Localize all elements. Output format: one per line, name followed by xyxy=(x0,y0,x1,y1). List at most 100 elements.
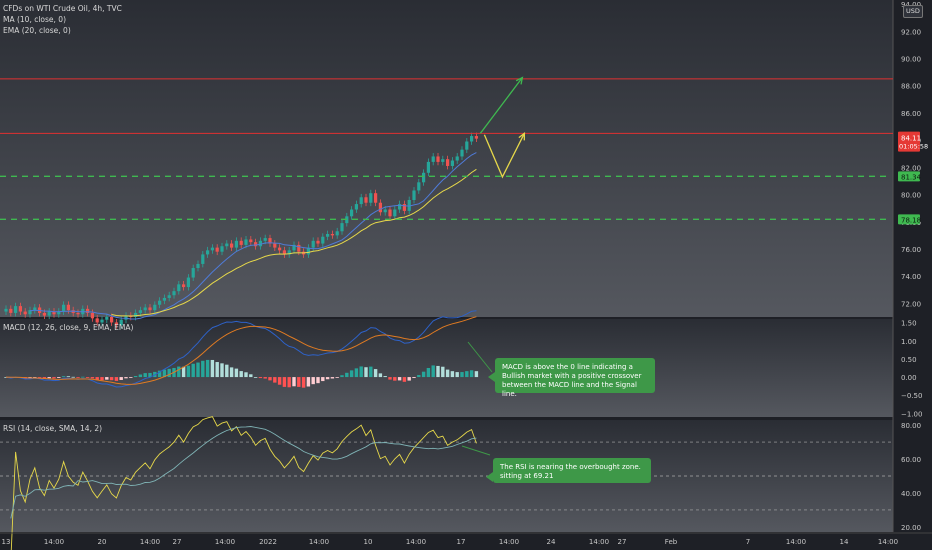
macd-histogram-bar xyxy=(287,377,291,388)
ema-legend: EMA (20, close, 0) xyxy=(3,26,71,35)
rsi-ma-line xyxy=(10,426,477,519)
candle xyxy=(119,319,123,326)
macd-histogram-bar xyxy=(100,377,104,381)
candle xyxy=(196,263,200,269)
candle xyxy=(95,318,99,323)
candle xyxy=(398,204,402,210)
candle xyxy=(230,243,234,248)
macd-histogram-bar xyxy=(460,372,464,378)
macd-histogram-bar xyxy=(364,367,368,378)
time-tick-label: 17 xyxy=(457,538,466,546)
macd-histogram-bar xyxy=(441,366,445,378)
ma-legend: MA (10, close, 0) xyxy=(3,15,67,24)
rsi-note: The RSI is nearing the overbought zone. … xyxy=(486,458,651,483)
macd-histogram-bar xyxy=(201,360,205,378)
macd-histogram-bar xyxy=(37,377,42,378)
candle xyxy=(383,209,387,213)
bullish-projection-arrow-head xyxy=(515,76,524,85)
macd-histogram-bar xyxy=(90,377,95,379)
macd-histogram-bar xyxy=(407,377,411,381)
macd-histogram-bar xyxy=(191,363,195,378)
macd-histogram-bar xyxy=(143,373,147,378)
time-tick-label: 14:00 xyxy=(406,538,426,546)
time-tick-label: 2022 xyxy=(259,538,277,546)
candles xyxy=(4,132,478,329)
candle xyxy=(446,159,450,166)
candle xyxy=(330,234,334,236)
candle xyxy=(465,141,469,150)
price-tick-label: 72.00 xyxy=(901,300,921,308)
candle xyxy=(460,149,464,157)
candle xyxy=(455,156,459,161)
macd-histogram xyxy=(4,359,479,388)
macd-histogram-bar xyxy=(335,377,339,378)
macd-histogram-bar xyxy=(109,377,114,381)
macd-histogram-bar xyxy=(445,369,450,378)
candle xyxy=(441,159,445,162)
candle xyxy=(172,291,176,296)
rsi-note-pointer xyxy=(461,445,491,456)
candle xyxy=(417,182,421,191)
candle xyxy=(182,284,186,288)
macd-histogram-bar xyxy=(282,377,287,387)
price-tick-label: 90.00 xyxy=(901,56,921,64)
price-tick-label: 80.00 xyxy=(901,192,921,200)
macd-histogram-bar xyxy=(61,376,66,378)
candle xyxy=(191,268,195,278)
price-tick-label: 92.00 xyxy=(901,28,921,36)
time-tick-label: 13 xyxy=(2,538,11,546)
macd-histogram-bar xyxy=(253,377,258,378)
candle xyxy=(321,236,325,244)
macd-tick-label: 0.00 xyxy=(901,374,917,382)
candle xyxy=(86,308,90,313)
macd-histogram-bar xyxy=(301,377,306,388)
candle xyxy=(393,209,397,217)
candle xyxy=(350,209,354,217)
bar-countdown: 01:05:58 xyxy=(899,143,928,151)
candle xyxy=(340,223,344,232)
candle xyxy=(76,312,80,315)
macd-histogram-bar xyxy=(402,377,407,382)
macd-histogram-bar xyxy=(85,377,90,378)
macd-histogram-bar xyxy=(412,377,416,379)
macd-histogram-bar xyxy=(297,377,301,387)
candle xyxy=(66,304,70,311)
macd-histogram-bar xyxy=(249,374,253,378)
macd-histogram-bar xyxy=(196,362,200,378)
level-badge xyxy=(898,214,920,225)
legend: CFDs on WTI Crude Oil, 4h, TVC MA (10, c… xyxy=(3,3,122,36)
candle xyxy=(354,204,358,210)
candle xyxy=(4,308,8,312)
candle xyxy=(407,199,411,211)
macd-histogram-bar xyxy=(273,377,277,383)
candle xyxy=(374,193,378,203)
level-badge-value: 78.18 xyxy=(901,216,921,224)
last-price-badge xyxy=(898,131,920,152)
candle xyxy=(273,243,277,248)
macd-histogram-bar xyxy=(258,377,263,379)
candle xyxy=(220,246,224,252)
macd-histogram-bar xyxy=(119,377,123,380)
rsi-tick-label: 20.00 xyxy=(901,524,921,532)
symbol-title: CFDs on WTI Crude Oil, 4h, TVC xyxy=(3,4,122,13)
macd-histogram-bar xyxy=(215,362,219,378)
macd-histogram-bar xyxy=(321,377,325,382)
candle xyxy=(138,310,142,313)
macd-histogram-bar xyxy=(114,377,119,381)
macd-histogram-bar xyxy=(469,370,474,378)
time-tick-label: 14 xyxy=(840,538,849,546)
macd-histogram-bar xyxy=(138,374,143,378)
level-badge-value: 81.34 xyxy=(901,173,922,181)
macd-histogram-bar xyxy=(383,376,387,378)
currency-button[interactable]: USD xyxy=(903,5,923,18)
macd-histogram-bar xyxy=(359,366,363,378)
macd-histogram-bar xyxy=(373,369,378,378)
macd-histogram-bar xyxy=(421,371,426,378)
candle xyxy=(210,247,214,251)
macd-tick-label: 0.50 xyxy=(901,356,917,364)
time-tick-label: Feb xyxy=(665,538,678,546)
macd-histogram-bar xyxy=(397,377,402,381)
candle xyxy=(254,242,258,247)
candle xyxy=(287,250,291,255)
